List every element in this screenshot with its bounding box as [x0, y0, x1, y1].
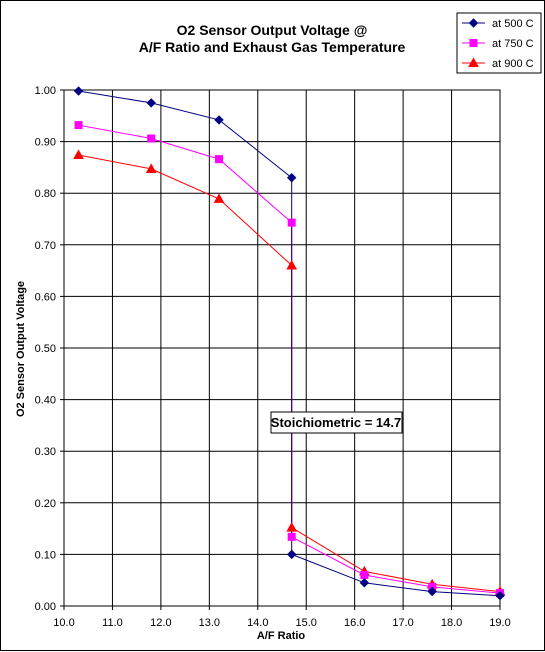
chart-subtitle: A/F Ratio and Exhaust Gas Temperature: [139, 39, 406, 55]
plot-border: [63, 89, 501, 607]
chart-title: O2 Sensor Output Voltage @: [177, 22, 368, 38]
series-1-point: [146, 98, 156, 108]
series-1-point: [214, 115, 224, 125]
series-3-point: [73, 149, 84, 160]
x-tick-label: 18.0: [441, 617, 462, 629]
y-tick-label: 0.80: [35, 188, 56, 200]
x-tick-label: 13.0: [199, 617, 220, 629]
annotation-text: Stoichiometric = 14.7: [271, 415, 401, 430]
y-tick-label: 0.50: [35, 343, 56, 355]
series-2-point: [360, 571, 369, 580]
series-1-point: [427, 586, 437, 597]
y-tick-label: 0.00: [35, 601, 56, 613]
y-tick-label: 0.60: [35, 291, 56, 303]
x-tick-label: 12.0: [150, 617, 171, 629]
legend: at 500 C at 750 C at 900 C: [456, 12, 542, 74]
y-tick-label: 0.40: [35, 395, 56, 407]
annotation-box: Stoichiometric = 14.7: [270, 411, 403, 434]
legend-label-1: at 500 C: [492, 18, 534, 30]
x-tick-label: 17.0: [392, 617, 413, 629]
y-tick-label: 0.20: [35, 498, 56, 510]
x-tick-label: 15.0: [296, 617, 317, 629]
legend-label-3: at 900 C: [492, 58, 534, 70]
series-3-point: [286, 259, 298, 270]
x-axis-title: A/F Ratio: [257, 630, 306, 642]
x-tick-label: 14.0: [247, 617, 268, 629]
legend-marker-2: [469, 39, 478, 47]
plot-area: 0.00 0.10 0.20 0.30 0.40 0.50 0.60 0.70 0.80 0.90…: [35, 85, 511, 629]
y-axis-title: O2 Sensor Output Voltage: [15, 281, 27, 417]
y-tick-label: 0.70: [35, 240, 56, 252]
series-2-point: [74, 121, 83, 130]
series-3-point: [286, 522, 298, 532]
x-tick-label: 16.0: [344, 617, 365, 629]
x-tick-label: 10.0: [53, 617, 74, 629]
y-tick-label: 0.10: [35, 549, 56, 561]
legend-marker-1: [468, 18, 479, 28]
legend-marker-3: [468, 57, 479, 67]
series-line-1: [78, 90, 501, 597]
series-3-point: [213, 193, 225, 203]
series-2-point: [147, 134, 156, 143]
y-tick-label: 0.90: [35, 137, 56, 149]
annotation-frame: [270, 411, 403, 434]
series-1-point: [286, 549, 297, 560]
series-1-point: [286, 173, 297, 183]
series-2-point: [287, 532, 296, 541]
series-1-point: [495, 590, 505, 601]
series-1-point: [359, 578, 370, 588]
series-2-point: [287, 218, 296, 227]
x-tick-label: 19.0: [489, 617, 510, 629]
series-3-point: [145, 163, 157, 173]
y-tick-label: 1.00: [35, 85, 56, 97]
legend-label-2: at 750 C: [492, 38, 534, 50]
x-tick-label: 11.0: [102, 617, 123, 629]
series-1-point: [73, 86, 84, 96]
series-2-point: [215, 155, 224, 164]
y-tick-label: 0.30: [35, 446, 56, 458]
